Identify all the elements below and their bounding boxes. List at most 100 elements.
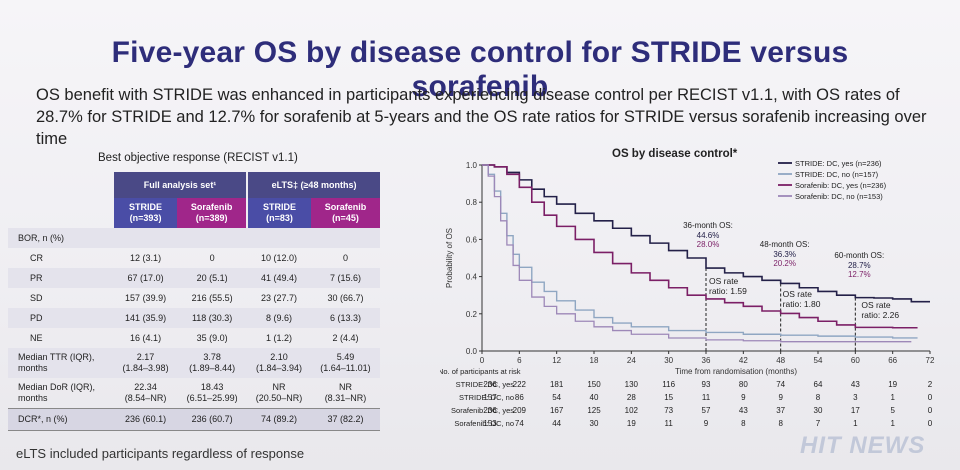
at-risk-value: 167 [550,406,564,415]
table-row: DCR*, n (%) 236 (60.1) 236 (60.7) 74 (89… [8,407,380,431]
km-curve-1 [482,164,930,303]
os-rate-ratio-value: ratio: 1.59 [709,286,747,296]
row-label: NE [30,333,43,343]
at-risk-value: 64 [814,380,823,389]
at-risk-value: 157 [483,393,497,402]
table-cell: NR (20.50–NR) [255,381,303,403]
table-cell: 35 (9.0) [196,333,228,343]
at-risk-value: 93 [702,380,711,389]
os-rate-ratio-label: OS rate [709,276,739,286]
at-risk-value: 181 [550,380,564,389]
at-risk-value: 54 [552,393,561,402]
table-row: PD 141 (35.9) 118 (30.3) 8 (9.6) 6 (13.3… [8,308,380,328]
at-risk-value: 8 [741,419,746,428]
at-risk-value: 222 [513,380,527,389]
at-risk-value: 9 [741,393,746,402]
at-risk-value: 130 [625,380,639,389]
at-risk-value: 80 [739,380,748,389]
km-curve-2 [482,164,918,339]
row-label: DCR*, n (%) [8,407,114,431]
table-cell: 8 (9.6) [247,308,311,328]
x-tick-label: 54 [814,356,823,365]
os-annotation-sorafenib: 20.2% [773,259,796,268]
at-risk-value: 1 [890,419,895,428]
header-sorafenib-elts: Sorafenib (n=45) [310,198,380,228]
table-arm-header-row: STRIDE (n=393) Sorafenib (n=389) STRIDE (n=… [8,198,380,228]
at-risk-value: 19 [888,380,897,389]
table-cell: 141 (35.9) [114,308,178,328]
table-row: Median DoR (IQR), months 22.34 (8.54–NR) 1… [8,378,380,408]
at-risk-value: 150 [587,380,601,389]
at-risk-value: 44 [552,419,561,428]
at-risk-title: No. of participants at risk [440,367,521,376]
table-cell: 7 (15.6) [310,268,380,288]
table-cell: 236 (60.7) [177,407,248,431]
footnote: eLTS included participants regardless of… [16,446,305,461]
table-cell: 20 (5.1) [177,268,248,288]
group-header-fas: Full analysis set¹ [114,172,248,198]
at-risk-value: 86 [515,393,524,402]
os-rate-ratio-value: ratio: 2.26 [861,310,899,320]
at-risk-value: 40 [590,393,599,402]
table-cell: 1 (1.2) [266,333,293,343]
os-annotation-stride: 44.6% [697,231,720,240]
header-stride-elts: STRIDE (n=83) [246,198,311,228]
x-tick-label: 60 [851,356,860,365]
x-tick-label: 12 [552,356,561,365]
at-risk-value: 17 [851,406,860,415]
at-risk-value: 0 [928,406,933,415]
table-cell: NR (8.31–NR) [324,381,367,403]
y-tick-label: 0.2 [466,310,478,319]
at-risk-value: 30 [590,419,599,428]
os-annotation-stride: 36.3% [773,250,796,259]
table-cell: 3.78 (1.89–8.44) [177,348,248,378]
table-cell: 157 (39.9) [125,293,167,303]
legend-entry: STRIDE: DC, no (n=157) [795,170,879,179]
y-tick-label: 0.4 [466,273,478,282]
at-risk-value: 1 [853,419,858,428]
bor-label: BOR, n (%) [8,228,114,248]
table-row: NE 16 (4.1) 35 (9.0) 1 (1.2) 2 (4.4) [8,328,380,348]
header-stride-fas: STRIDE (n=393) [114,198,178,228]
table-cell: 37 (82.2) [310,407,380,431]
table-row: BOR, n (%) [8,228,380,248]
table-cell: 16 (4.1) [130,333,162,343]
os-annotation-label: 60-month OS: [834,251,884,260]
at-risk-row-label: Sorafenib: DC, yes [451,406,514,415]
table-row: PR 67 (17.0) 20 (5.1) 41 (49.4) 7 (15.6) [8,268,380,288]
slide-title: Five-year OS by disease control for STRI… [111,36,849,103]
table-cell: 22.34 (8.54–NR) [124,381,167,403]
y-tick-label: 0.0 [466,347,478,356]
at-risk-row-label: STRIDE: DC, yes [456,380,515,389]
table-row: SD 157 (39.9) 216 (55.5) 23 (27.7) 30 (6… [8,288,380,308]
x-tick-label: 66 [888,356,897,365]
at-risk-value: 15 [664,393,673,402]
x-tick-label: 0 [480,356,485,365]
row-label: Median TTR (IQR), months [8,348,114,378]
table-title: Best objective response (RECIST v1.1) [98,152,298,164]
os-annotation-sorafenib: 28.0% [697,240,720,249]
row-label: PR [8,268,114,288]
at-risk-value: 209 [513,406,527,415]
at-risk-value: 30 [814,406,823,415]
table-cell: 23 (27.7) [260,293,298,303]
header-sorafenib-fas: Sorafenib (n=389) [177,198,248,228]
at-risk-value: 236 [483,380,497,389]
row-label: SD [30,293,43,303]
table-cell: 41 (49.4) [247,268,311,288]
table-row: Median TTR (IQR), months 2.17 (1.84–3.98) … [8,348,380,378]
table-cell: 0 [342,253,348,263]
at-risk-value: 0 [928,393,933,402]
os-rate-ratio-value: ratio: 1.80 [783,299,821,309]
table-cell: 30 (66.7) [327,293,364,303]
os-annotation-stride: 28.7% [848,261,871,270]
table-cell: 12 (3.1) [130,253,162,263]
at-risk-value: 74 [776,380,785,389]
at-risk-value: 11 [702,393,711,402]
row-label: PD [8,308,114,328]
table-cell: 2.10 (1.84–3.94) [247,348,311,378]
at-risk-value: 28 [627,393,636,402]
table-cell: 216 (55.5) [191,293,233,303]
at-risk-value: 8 [816,393,821,402]
slide-subtitle: OS benefit with STRIDE was enhanced in p… [36,86,927,148]
